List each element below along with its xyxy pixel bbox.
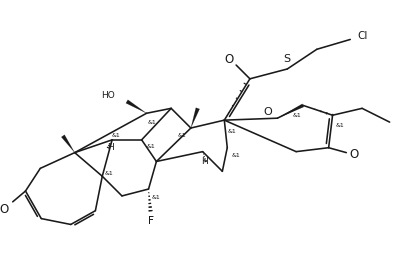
Text: &1: &1 <box>336 123 345 128</box>
Text: &1: &1 <box>148 120 157 125</box>
Text: F: F <box>147 215 153 226</box>
Text: H: H <box>201 157 208 166</box>
Text: O: O <box>225 53 234 66</box>
Text: S: S <box>284 54 291 64</box>
Text: &1: &1 <box>146 144 155 149</box>
Text: &1: &1 <box>293 113 302 118</box>
Text: F: F <box>147 215 153 226</box>
Text: &1: &1 <box>112 133 120 138</box>
Text: &1: &1 <box>232 153 241 158</box>
Text: &1: &1 <box>178 133 186 138</box>
Polygon shape <box>191 108 199 128</box>
Text: O: O <box>0 203 9 216</box>
Text: O: O <box>263 107 272 117</box>
Text: &1: &1 <box>105 171 114 176</box>
Text: O: O <box>350 148 359 161</box>
Text: &1: &1 <box>228 130 236 134</box>
Text: H: H <box>107 143 114 152</box>
Polygon shape <box>126 100 147 113</box>
Text: &1: &1 <box>152 195 161 200</box>
Text: HO: HO <box>101 91 115 100</box>
Text: Cl: Cl <box>357 32 367 41</box>
Polygon shape <box>277 104 304 118</box>
Polygon shape <box>61 135 75 153</box>
